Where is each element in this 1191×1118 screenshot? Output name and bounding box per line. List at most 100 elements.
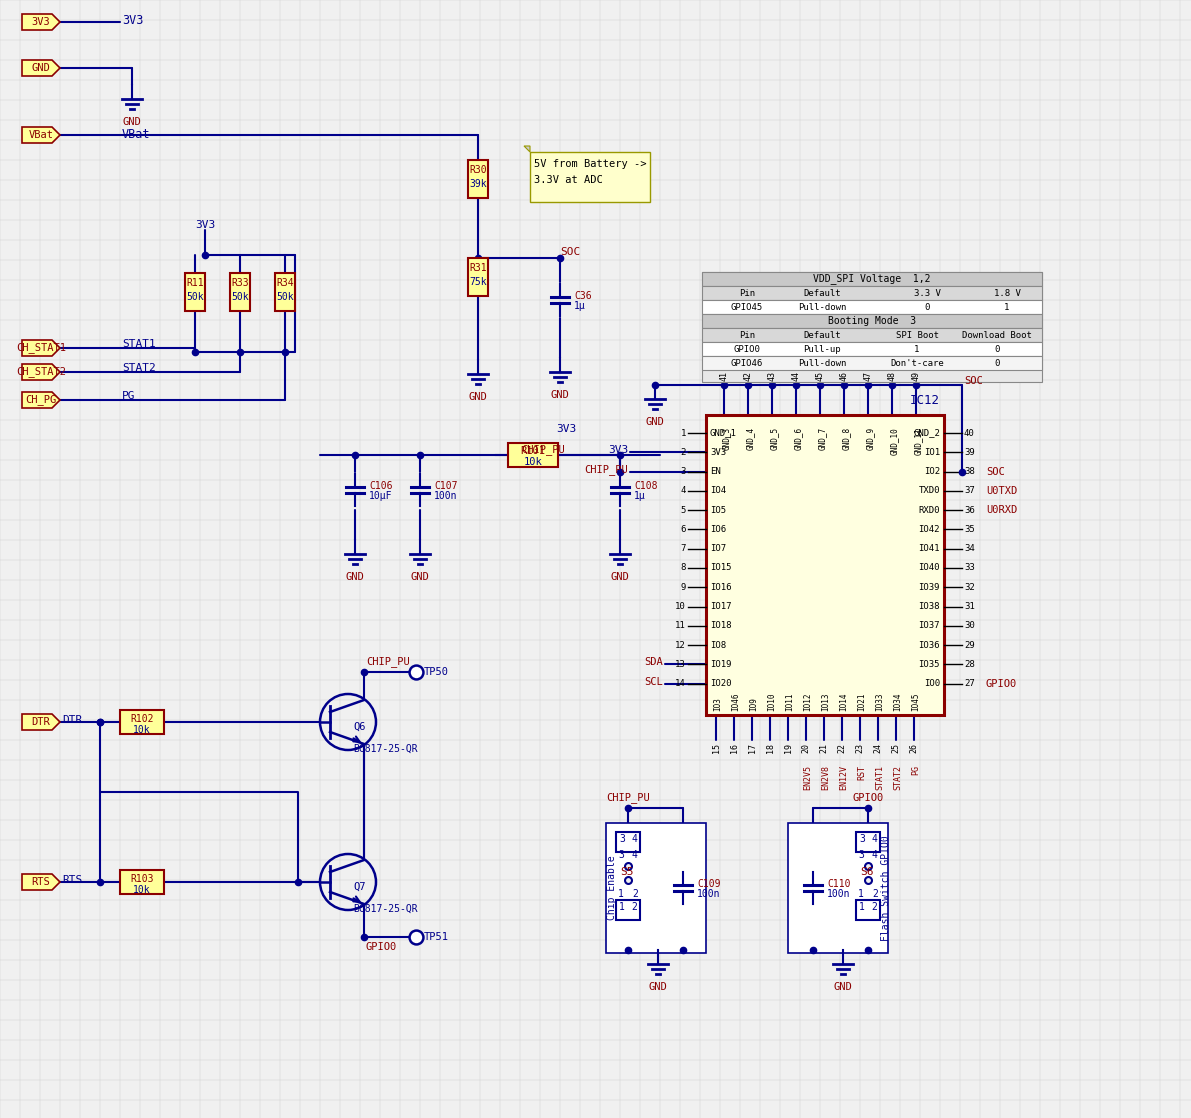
Text: C36: C36	[574, 291, 592, 301]
Bar	[616, 900, 640, 920]
Text: GPIO0: GPIO0	[366, 942, 398, 953]
Text: 1: 1	[915, 344, 919, 353]
Text: 1.8 V: 1.8 V	[993, 288, 1021, 297]
Text: 2: 2	[872, 889, 878, 899]
Text: IO33: IO33	[875, 692, 885, 711]
Text: SOC: SOC	[964, 376, 983, 386]
Text: 100n: 100n	[697, 889, 721, 899]
Text: 15: 15	[711, 743, 721, 754]
Text: GPIO0: GPIO0	[734, 344, 760, 353]
Text: GND_8: GND_8	[842, 427, 850, 451]
Text: IO14: IO14	[840, 692, 848, 711]
Text: 41: 41	[719, 371, 729, 381]
Text: TP50: TP50	[424, 667, 449, 678]
Text: GND_3: GND_3	[722, 427, 730, 451]
Bar	[701, 272, 1042, 382]
Text: IO20: IO20	[710, 680, 731, 689]
Text: 75k: 75k	[469, 277, 487, 287]
Text: CHIP_PU: CHIP_PU	[585, 464, 628, 475]
Text: IO36: IO36	[918, 641, 940, 650]
Text: 48: 48	[887, 371, 897, 381]
Text: IO41: IO41	[918, 544, 940, 553]
Text: Pin: Pin	[738, 331, 755, 340]
Text: GND_7: GND_7	[817, 427, 827, 451]
Bar	[185, 273, 205, 311]
Bar	[856, 832, 880, 852]
Text: 2: 2	[871, 902, 877, 912]
Text: 8: 8	[680, 563, 686, 572]
Text: 6: 6	[680, 525, 686, 534]
Text: 3V3: 3V3	[195, 220, 216, 230]
Text: IO0: IO0	[924, 680, 940, 689]
Text: CH_PG: CH_PG	[25, 395, 57, 406]
Text: 20: 20	[802, 743, 811, 754]
Text: 17: 17	[748, 743, 756, 754]
Text: IO45: IO45	[911, 692, 921, 711]
Text: 47: 47	[863, 371, 873, 381]
Text: GND_10: GND_10	[890, 427, 898, 455]
Text: VDD_SPI Voltage  1,2: VDD_SPI Voltage 1,2	[813, 274, 930, 284]
Text: IO8: IO8	[710, 641, 727, 650]
Text: 34: 34	[964, 544, 974, 553]
Text: STAT1: STAT1	[875, 765, 885, 790]
Text: 4: 4	[680, 486, 686, 495]
Text: PG: PG	[911, 765, 921, 775]
Text: 38: 38	[964, 467, 974, 476]
Text: SOC: SOC	[560, 247, 580, 257]
Text: 0: 0	[994, 359, 999, 368]
Text: 3V3: 3V3	[556, 424, 576, 434]
Text: GND: GND	[649, 982, 667, 992]
Text: 19: 19	[784, 743, 792, 754]
Text: IO3: IO3	[713, 698, 723, 711]
Bar	[530, 152, 650, 202]
Text: 46: 46	[840, 371, 848, 381]
Text: 3V3: 3V3	[32, 17, 50, 27]
Text: 42: 42	[743, 371, 753, 381]
Text: 35: 35	[964, 525, 974, 534]
Text: PG: PG	[121, 391, 136, 401]
Text: DTR: DTR	[62, 716, 82, 724]
Text: EN2V5: EN2V5	[804, 765, 812, 790]
Text: 2: 2	[632, 889, 638, 899]
Bar	[701, 300, 1042, 314]
Text: IO17: IO17	[710, 603, 731, 612]
Text: 26: 26	[910, 743, 918, 754]
Text: 4: 4	[632, 850, 638, 860]
Text: 10μF: 10μF	[369, 491, 393, 501]
Text: 5V from Battery ->: 5V from Battery ->	[534, 159, 647, 169]
Text: IO35: IO35	[918, 660, 940, 669]
Text: 31: 31	[964, 603, 974, 612]
Text: IO21: IO21	[858, 692, 867, 711]
Text: Default: Default	[803, 331, 841, 340]
Polygon shape	[21, 127, 60, 143]
Text: BC817-25-QR: BC817-25-QR	[353, 743, 418, 754]
Text: IO15: IO15	[710, 563, 731, 572]
Text: 25: 25	[892, 743, 900, 754]
Text: R102: R102	[130, 714, 154, 724]
Text: IO42: IO42	[918, 525, 940, 534]
Text: 12: 12	[675, 641, 686, 650]
Polygon shape	[21, 714, 60, 730]
Text: IC12: IC12	[910, 394, 940, 407]
Text: R33: R33	[231, 278, 249, 288]
Polygon shape	[21, 364, 60, 380]
Text: SOC: SOC	[986, 466, 1005, 476]
Text: 13: 13	[675, 660, 686, 669]
Text: 39k: 39k	[469, 179, 487, 189]
Text: GND: GND	[468, 392, 487, 402]
Text: 1: 1	[859, 902, 865, 912]
Text: 36: 36	[964, 505, 974, 514]
Text: 32: 32	[964, 582, 974, 591]
Text: RTS: RTS	[62, 875, 82, 885]
Text: 10k: 10k	[133, 885, 151, 896]
Bar	[856, 900, 880, 920]
Text: 1: 1	[619, 902, 625, 912]
Text: IO46: IO46	[731, 692, 741, 711]
Text: GND: GND	[646, 417, 665, 427]
Text: 3.3V at ADC: 3.3V at ADC	[534, 176, 603, 184]
Text: RST: RST	[858, 765, 867, 780]
Text: RTS: RTS	[32, 877, 50, 887]
Bar	[509, 443, 559, 467]
Text: CHIP_PU: CHIP_PU	[366, 656, 410, 667]
Text: IO40: IO40	[918, 563, 940, 572]
